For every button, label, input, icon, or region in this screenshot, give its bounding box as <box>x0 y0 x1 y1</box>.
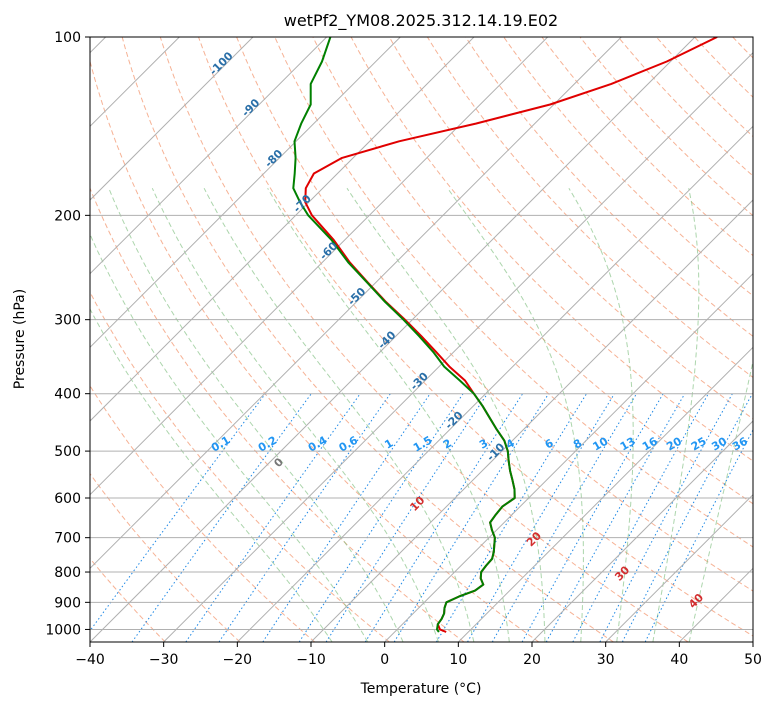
isotherm <box>310 199 753 642</box>
isotherm <box>90 37 401 349</box>
isotherm <box>531 420 753 642</box>
mixing-ratio-line <box>298 393 464 642</box>
moist-adiabat <box>90 308 333 642</box>
mixing-ratio-line <box>435 393 587 642</box>
dry-adiabat <box>90 384 316 642</box>
x-tick-label: −10 <box>296 652 326 668</box>
x-tick-label: 20 <box>523 652 541 668</box>
mixing-ratio-line <box>467 393 615 642</box>
mixing-ratio-line <box>572 393 709 642</box>
moist-adiabat <box>267 187 510 642</box>
dry-adiabat <box>350 37 753 462</box>
y-tick-label: 200 <box>54 208 81 224</box>
x-tick-label: −20 <box>223 652 253 668</box>
dry-adiabat <box>465 37 753 337</box>
dry-adiabat <box>579 37 753 217</box>
y-tick-label: 800 <box>54 565 81 581</box>
mixing-ratio-line <box>621 393 753 642</box>
sounding-lines <box>292 37 718 633</box>
dry-adiabat <box>90 472 241 642</box>
isotherm <box>90 37 328 275</box>
dry-adiabat <box>159 37 689 642</box>
mixing-ratio-line <box>131 393 312 642</box>
moist-adiabat <box>108 188 404 642</box>
mixing-ratio-line <box>185 393 361 642</box>
x-tick-label: 10 <box>449 652 467 668</box>
background-lines <box>90 37 753 642</box>
x-axis-title: Temperature (°C) <box>360 681 482 697</box>
moist-adiabat <box>652 188 700 642</box>
x-tick-label: −40 <box>75 652 105 668</box>
x-tick-label: −30 <box>149 652 179 668</box>
x-tick-label: 30 <box>597 652 615 668</box>
y-tick-label: 700 <box>54 531 81 547</box>
axis-ticks: −40 −30 −20 −10 0 10 20 30 40 50 100 200 300 400 500 60… <box>45 30 762 668</box>
mixing-ratio-line <box>545 393 686 642</box>
isotherm <box>457 346 753 642</box>
dewpoint-profile-line <box>292 37 516 633</box>
isotherm <box>90 37 696 642</box>
y-tick-label: 500 <box>54 444 81 460</box>
y-tick-label: 400 <box>54 387 81 403</box>
isotherm <box>90 37 475 422</box>
isotherm <box>605 493 753 642</box>
x-tick-label: 0 <box>380 652 389 668</box>
moist-adiabat <box>568 187 634 642</box>
moist-adiabat <box>447 187 584 642</box>
dry-adiabat <box>426 37 753 378</box>
mixing-ratio-line <box>90 393 266 632</box>
mixing-ratio-line <box>393 393 550 642</box>
isotherm <box>90 37 254 201</box>
mixing-ratio-line <box>364 393 524 642</box>
plot-frame <box>89 36 754 643</box>
dry-adiabat <box>121 37 614 642</box>
isotherm <box>236 125 753 642</box>
x-tick-label: 40 <box>670 652 688 668</box>
dry-adiabat <box>90 59 540 642</box>
mixing-ratio-line <box>262 393 431 642</box>
moist-adiabat <box>346 187 546 642</box>
x-tick-label: 50 <box>744 652 762 668</box>
moist-adiabat <box>151 187 439 642</box>
y-tick-label: 300 <box>54 313 81 329</box>
y-tick-label: 900 <box>54 595 81 611</box>
y-tick-label: 100 <box>54 30 81 46</box>
mixing-ratio-line <box>644 428 753 642</box>
y-tick-label: 1000 <box>45 622 81 638</box>
isotherm <box>384 272 753 642</box>
chart-title: wetPf2_YM08.2025.312.14.19.E02 <box>284 11 558 31</box>
isotherm <box>163 51 753 642</box>
y-axis-title: Pressure (hPa) <box>12 289 28 389</box>
isotherm <box>90 37 549 496</box>
moist-adiabat <box>203 187 475 642</box>
dry-adiabat <box>90 291 390 642</box>
dry-adiabat <box>90 186 465 642</box>
y-tick-label: 600 <box>54 491 81 507</box>
isotherm <box>90 37 622 570</box>
dry-adiabat <box>236 37 753 592</box>
dry-adiabat <box>274 37 753 548</box>
moist-adiabat <box>90 232 369 642</box>
